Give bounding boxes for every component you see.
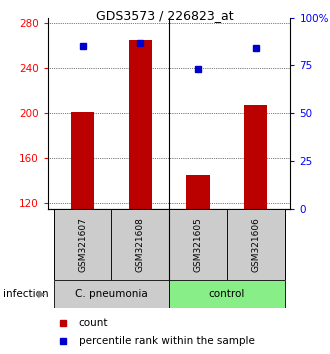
Bar [129, 40, 152, 338]
Text: infection: infection [3, 289, 49, 299]
Bar [53, 209, 112, 280]
Bar [112, 209, 169, 280]
Text: ▶: ▶ [38, 289, 45, 299]
Bar [169, 209, 227, 280]
Bar [244, 105, 267, 338]
Text: GSM321605: GSM321605 [193, 217, 203, 272]
Bar [169, 280, 284, 308]
Text: GDS3573 / 226823_at: GDS3573 / 226823_at [96, 9, 234, 22]
Bar [186, 175, 210, 338]
Bar [227, 209, 284, 280]
Bar [71, 112, 94, 338]
Text: GSM321607: GSM321607 [78, 217, 87, 272]
Bar [53, 280, 169, 308]
Text: percentile rank within the sample: percentile rank within the sample [79, 336, 254, 346]
Text: C. pneumonia: C. pneumonia [75, 289, 148, 299]
Text: GSM321606: GSM321606 [251, 217, 260, 272]
Text: GSM321608: GSM321608 [136, 217, 145, 272]
Text: control: control [209, 289, 245, 299]
Text: count: count [79, 318, 108, 328]
